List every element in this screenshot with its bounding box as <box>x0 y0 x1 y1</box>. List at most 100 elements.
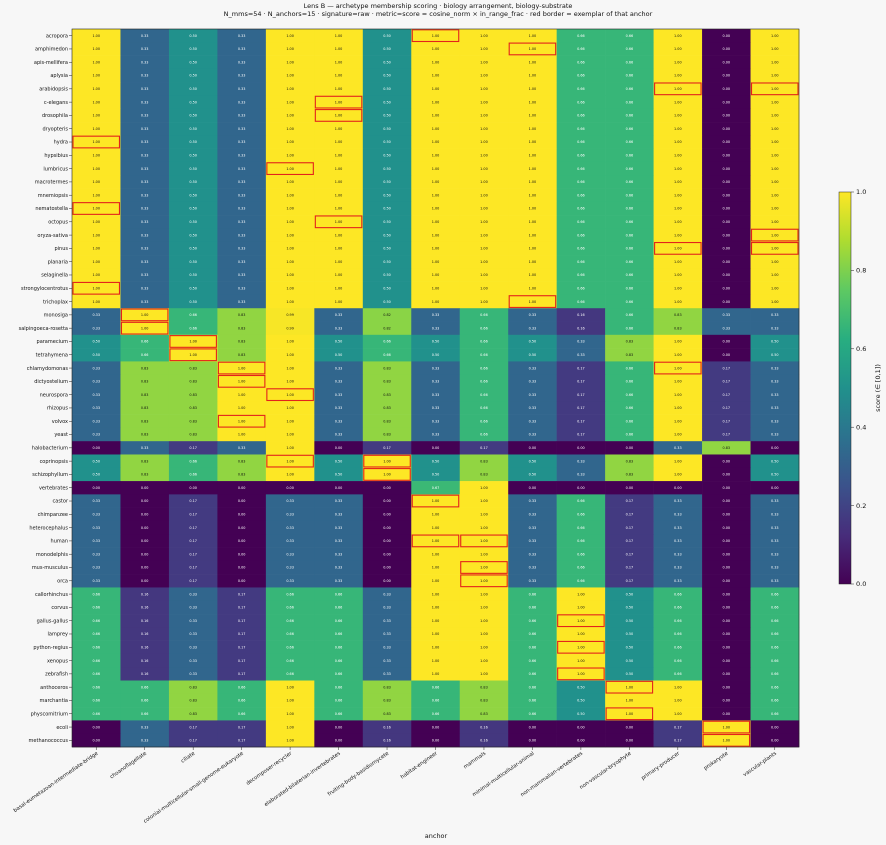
heatmap-cell <box>556 268 606 282</box>
cell-value: 1.00 <box>529 87 537 91</box>
cell-value: 0.66 <box>335 712 343 716</box>
cell-value: 1.00 <box>432 247 440 251</box>
heatmap-cell <box>72 600 121 615</box>
heatmap-cell <box>605 441 654 455</box>
heatmap-cell <box>362 614 412 628</box>
heatmap-cell <box>459 201 509 216</box>
cell-value: 1.00 <box>432 140 440 144</box>
heatmap-cell <box>556 680 606 695</box>
heatmap-cell <box>653 414 703 429</box>
cell-value: 0.33 <box>674 552 682 556</box>
heatmap-cell <box>556 667 606 681</box>
cell-value: 1.00 <box>529 247 537 251</box>
heatmap-cell <box>556 308 606 322</box>
cell-value: 0.50 <box>432 459 440 463</box>
exemplar-border <box>654 361 702 375</box>
heatmap-cell <box>411 574 461 588</box>
heatmap-cell <box>702 201 751 216</box>
heatmap-cell <box>217 547 267 562</box>
heatmap-cell <box>459 108 509 123</box>
row-label: human <box>51 539 68 545</box>
heatmap-cell <box>702 534 751 548</box>
cell-value: 0.83 <box>141 380 149 384</box>
cell-value: 0.17 <box>189 446 197 450</box>
row-label: hydra <box>54 140 68 146</box>
heatmap-cell <box>168 348 218 362</box>
heatmap-cell <box>217 401 267 415</box>
cell-value: 1.00 <box>674 74 682 78</box>
heatmap-cell <box>314 640 364 655</box>
heatmap-cell <box>702 68 751 83</box>
heatmap-cell <box>459 520 509 535</box>
cell-value: 0.00 <box>432 725 440 729</box>
cell-value: 1.00 <box>238 433 246 437</box>
heatmap-cell <box>459 55 509 70</box>
cell-value: 0.66 <box>577 220 585 224</box>
cell-value: 1.00 <box>92 233 100 237</box>
heatmap-cell <box>314 321 364 336</box>
heatmap-cell <box>508 534 557 548</box>
cell-value: 0.17 <box>626 499 634 503</box>
heatmap-cell <box>120 188 170 203</box>
cell-value: 1.00 <box>286 393 294 397</box>
heatmap-cell <box>653 401 703 415</box>
cell-value: 0.83 <box>189 419 197 423</box>
heatmap-cell <box>556 255 606 269</box>
heatmap-cell <box>314 600 364 615</box>
heatmap-cells <box>72 29 800 748</box>
heatmap-cell <box>508 414 557 429</box>
heatmap-cell <box>702 614 751 628</box>
cell-value: 1.00 <box>286 273 294 277</box>
cell-value: 0.00 <box>771 446 779 450</box>
cell-value: 0.33 <box>141 247 149 251</box>
heatmap-cell <box>265 560 315 575</box>
heatmap-cell <box>362 441 412 455</box>
cell-value: 0.00 <box>335 739 343 743</box>
heatmap-cell <box>653 560 703 575</box>
cell-value: 0.66 <box>335 645 343 649</box>
cell-value: 1.00 <box>771 34 779 38</box>
heatmap-cell <box>411 281 461 296</box>
row-label: rhizopus <box>47 406 69 412</box>
heatmap-cell <box>362 55 412 70</box>
heatmap-cell <box>508 55 557 70</box>
cell-value: 0.00 <box>723 659 731 663</box>
cell-value: 1.00 <box>529 286 537 290</box>
cell-value: 1.00 <box>674 433 682 437</box>
cell-value: 1.00 <box>286 260 294 264</box>
heatmap-cell <box>702 348 751 362</box>
cell-value: 1.00 <box>383 473 391 477</box>
cell-value: 0.33 <box>92 393 100 397</box>
row-label: zebrafish <box>45 672 68 678</box>
cell-value: 0.50 <box>577 699 585 703</box>
cell-value: 1.00 <box>432 74 440 78</box>
cell-value: 0.66 <box>577 74 585 78</box>
heatmap-cell <box>168 201 218 216</box>
row-label: gallus-gallus <box>37 618 69 624</box>
cell-value: 0.33 <box>238 300 246 304</box>
cell-value: 1.00 <box>771 286 779 290</box>
cell-value: 0.00 <box>626 739 634 743</box>
heatmap-cell <box>556 161 606 176</box>
heatmap-cell <box>362 215 412 229</box>
heatmap-cell <box>411 693 461 708</box>
heatmap-cell <box>508 494 557 508</box>
heatmap-cell <box>411 388 461 402</box>
cell-value: 0.50 <box>626 672 634 676</box>
cell-value: 0.66 <box>626 114 634 118</box>
cell-value: 0.33 <box>529 499 537 503</box>
heatmap-cell <box>605 321 654 336</box>
heatmap-cell <box>605 294 654 309</box>
cell-value: 0.33 <box>141 273 149 277</box>
cell-value: 0.33 <box>771 419 779 423</box>
row-label: strongylocentrotus <box>21 286 68 292</box>
heatmap-cell <box>508 215 557 229</box>
heatmap-cell <box>556 374 606 389</box>
cell-value: 0.00 <box>335 725 343 729</box>
cell-value: 0.50 <box>335 459 343 463</box>
cell-value: 1.00 <box>529 47 537 51</box>
cell-value: 0.33 <box>141 60 149 64</box>
heatmap-cell <box>411 534 461 548</box>
cell-value: 1.00 <box>674 699 682 703</box>
